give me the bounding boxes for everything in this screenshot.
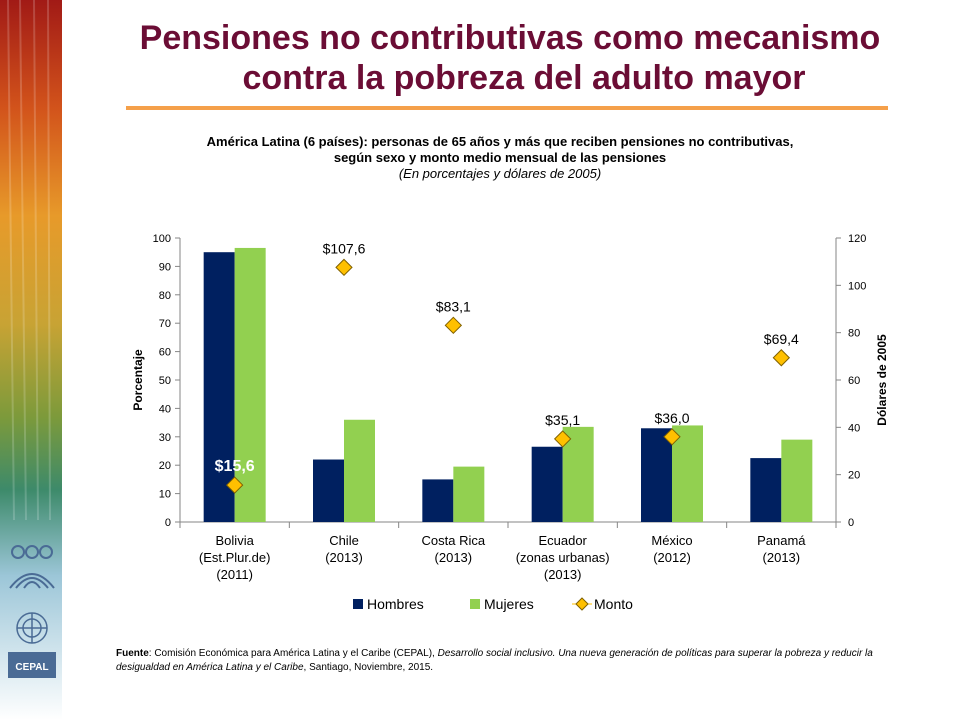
category-label: Ecuador [538, 533, 587, 548]
bar-mujeres [453, 466, 485, 522]
category-label: (zonas urbanas) [516, 550, 610, 565]
monto-data-label: $35,1 [545, 412, 580, 428]
legend-label: Hombres [367, 596, 424, 612]
source-label: Fuente [116, 648, 149, 659]
chart-axes: 0 10 20 30 40 50 60 70 80 90 100 0 20 40 60 80 100 120 Por… [131, 233, 889, 529]
monto-data-label: $15,6 [215, 458, 255, 475]
subtitle-line-3: (En porcentajes y dólares de 2005) [398, 166, 602, 181]
category-label: (2011) [216, 567, 253, 582]
y-left-tick-label: 70 [159, 318, 171, 330]
y-left-tick-label: 30 [159, 432, 171, 444]
category-label: (Est.Plur.de) [199, 550, 271, 565]
legend-swatch [353, 599, 363, 609]
legend-swatch [575, 597, 589, 611]
cepal-circles-logo [9, 545, 55, 589]
monto-marker [772, 349, 791, 367]
logo-lettering: CEPAL [15, 662, 48, 673]
category-label: (2013) [325, 550, 363, 565]
bar-hombres [531, 446, 563, 522]
bar-hombres [750, 458, 782, 522]
y-left-tick-label: 20 [159, 460, 171, 472]
bar-hombres [203, 252, 235, 522]
y-right-tick-label: 20 [848, 470, 860, 482]
chart-subtitle: América Latina (6 países): personas de 6… [70, 134, 930, 182]
y-right-tick-label: 80 [848, 328, 860, 340]
y-right-tick-label: 40 [848, 422, 860, 434]
y-left-tick-label: 90 [159, 261, 171, 273]
y-axis-right-title: Dólares de 2005 [875, 334, 889, 426]
title-line-1: Pensiones no contributivas como mecanism… [139, 19, 881, 57]
chart-bars [203, 247, 813, 522]
y-left-tick-label: 40 [159, 403, 171, 415]
category-label: (2012) [653, 550, 691, 565]
category-label: (2013) [544, 567, 582, 582]
chart-legend: Hombres Mujeres Monto [353, 596, 633, 612]
monto-marker [553, 430, 572, 448]
y-right-tick-label: 100 [848, 280, 866, 292]
y-left-tick-label: 10 [159, 489, 171, 501]
y-right-tick-label: 120 [848, 233, 866, 245]
subtitle-line-2: según sexo y monto medio mensual de las … [333, 150, 667, 165]
bar-hombres [641, 428, 672, 522]
bar-hombres [422, 479, 454, 522]
source-note: Fuente: Comisión Económica para América … [116, 647, 916, 675]
category-label: Chile [329, 533, 359, 548]
monto-data-label: $36,0 [654, 410, 689, 426]
y-left-tick-label: 100 [153, 233, 171, 245]
monto-data-label: $69,4 [764, 331, 799, 347]
y-right-tick-label: 60 [848, 375, 860, 387]
title-line-2: contra la pobreza del adulto mayor [242, 59, 806, 97]
decorative-side-band [0, 0, 62, 720]
bar-hombres [313, 459, 344, 522]
source-text-a: : Comisión Económica para América Latina… [148, 648, 438, 659]
monto-data-label: $83,1 [436, 298, 471, 314]
bar-mujeres [672, 425, 703, 522]
category-label: Costa Rica [422, 533, 486, 548]
bar-mujeres [781, 439, 813, 522]
source-title: Desarrollo social inclusivo. Una nueva g… [116, 648, 873, 673]
chart-category-labels: Bolivia (Est.Plur.de) (2011) Chile (2013) Cos… [199, 533, 806, 582]
legend-label: Monto [594, 596, 633, 612]
y-left-tick-label: 50 [159, 375, 171, 387]
bar-mujeres [234, 247, 266, 522]
monto-marker [444, 316, 463, 335]
y-left-tick-label: 80 [159, 290, 171, 302]
category-label: (2013) [763, 550, 801, 565]
y-left-tick-label: 60 [159, 347, 171, 359]
bar-mujeres [562, 426, 594, 522]
category-label: Panamá [757, 533, 806, 548]
title-underline [126, 106, 888, 110]
y-axis-left-title: Porcentaje [131, 349, 145, 411]
monto-marker [335, 258, 353, 277]
category-label: México [651, 533, 692, 548]
category-label: (2013) [435, 550, 473, 565]
subtitle-line-1: América Latina (6 países): personas de 6… [206, 134, 794, 149]
page-title: Pensiones no contributivas como mecanism… [70, 18, 950, 98]
chart-markers: $15,6 $107,6 $83,1 $35,1 $36,0 $69,4 [215, 240, 799, 494]
monto-marker [663, 428, 681, 446]
y-left-tick-label: 0 [165, 517, 171, 529]
legend-swatch [470, 599, 480, 609]
monto-marker [225, 476, 244, 494]
bar-mujeres [344, 419, 375, 522]
category-label: Bolivia [216, 533, 255, 548]
united-nations-cepal-logo: CEPAL [8, 612, 56, 678]
monto-data-label: $107,6 [323, 240, 366, 256]
y-right-tick-label: 0 [848, 517, 854, 529]
legend-label: Mujeres [484, 596, 534, 612]
source-text-b: , Santiago, Noviembre, 2015. [303, 662, 434, 673]
